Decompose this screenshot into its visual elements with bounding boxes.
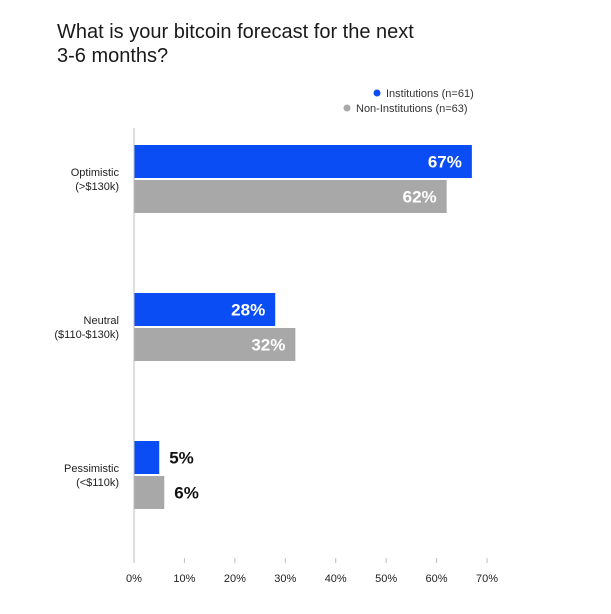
bar-series-0-cat-2 — [134, 441, 160, 474]
x-tick-label-7: 70% — [476, 573, 498, 585]
data-label-series-0-cat-0: 67% — [428, 153, 462, 172]
category-range-1: ($110-$130k) — [54, 329, 119, 341]
legend-label-non-institutions: Non-Institutions (n=63) — [356, 103, 468, 115]
data-label-series-0-cat-1: 28% — [231, 301, 265, 320]
x-tick-label-5: 50% — [375, 573, 397, 585]
x-tick-label-1: 10% — [173, 573, 195, 585]
category-range-2: (<$110k) — [76, 477, 119, 489]
bar-series-1-cat-0 — [134, 180, 447, 213]
chart-title-line-1: What is your bitcoin forecast for the ne… — [57, 21, 414, 43]
legend-marker-institutions — [373, 89, 381, 97]
legend-label-institutions: Institutions (n=61) — [386, 88, 474, 100]
bar-series-0-cat-0 — [134, 145, 472, 178]
category-range-0: (>$130k) — [75, 181, 119, 193]
data-label-series-0-cat-2: 5% — [169, 449, 194, 468]
category-label-1: Neutral — [84, 315, 119, 327]
bar-series-1-cat-1 — [134, 328, 296, 361]
x-tick-label-2: 20% — [224, 573, 246, 585]
bar-series-1-cat-2 — [134, 476, 165, 509]
legend-marker-non-institutions — [343, 104, 351, 112]
x-tick-label-0: 0% — [126, 573, 142, 585]
x-tick-label-6: 60% — [426, 573, 448, 585]
plot-area: Optimistic (>$130k) Neutral ($110-$130k) Pes… — [54, 145, 498, 585]
data-label-series-1-cat-2: 6% — [174, 484, 199, 503]
x-tick-label-4: 40% — [325, 573, 347, 585]
x-tick-label-3: 30% — [274, 573, 296, 585]
chart-title-line-2: 3-6 months? — [57, 45, 168, 67]
category-label-0: Optimistic — [71, 167, 120, 179]
data-label-series-1-cat-0: 62% — [403, 188, 437, 207]
data-label-series-1-cat-1: 32% — [251, 336, 285, 355]
category-label-2: Pessimistic — [64, 463, 120, 475]
legend: Institutions (n=61) Non-Institutions (n=… — [343, 88, 474, 115]
bar-series-0-cat-1 — [134, 293, 276, 326]
